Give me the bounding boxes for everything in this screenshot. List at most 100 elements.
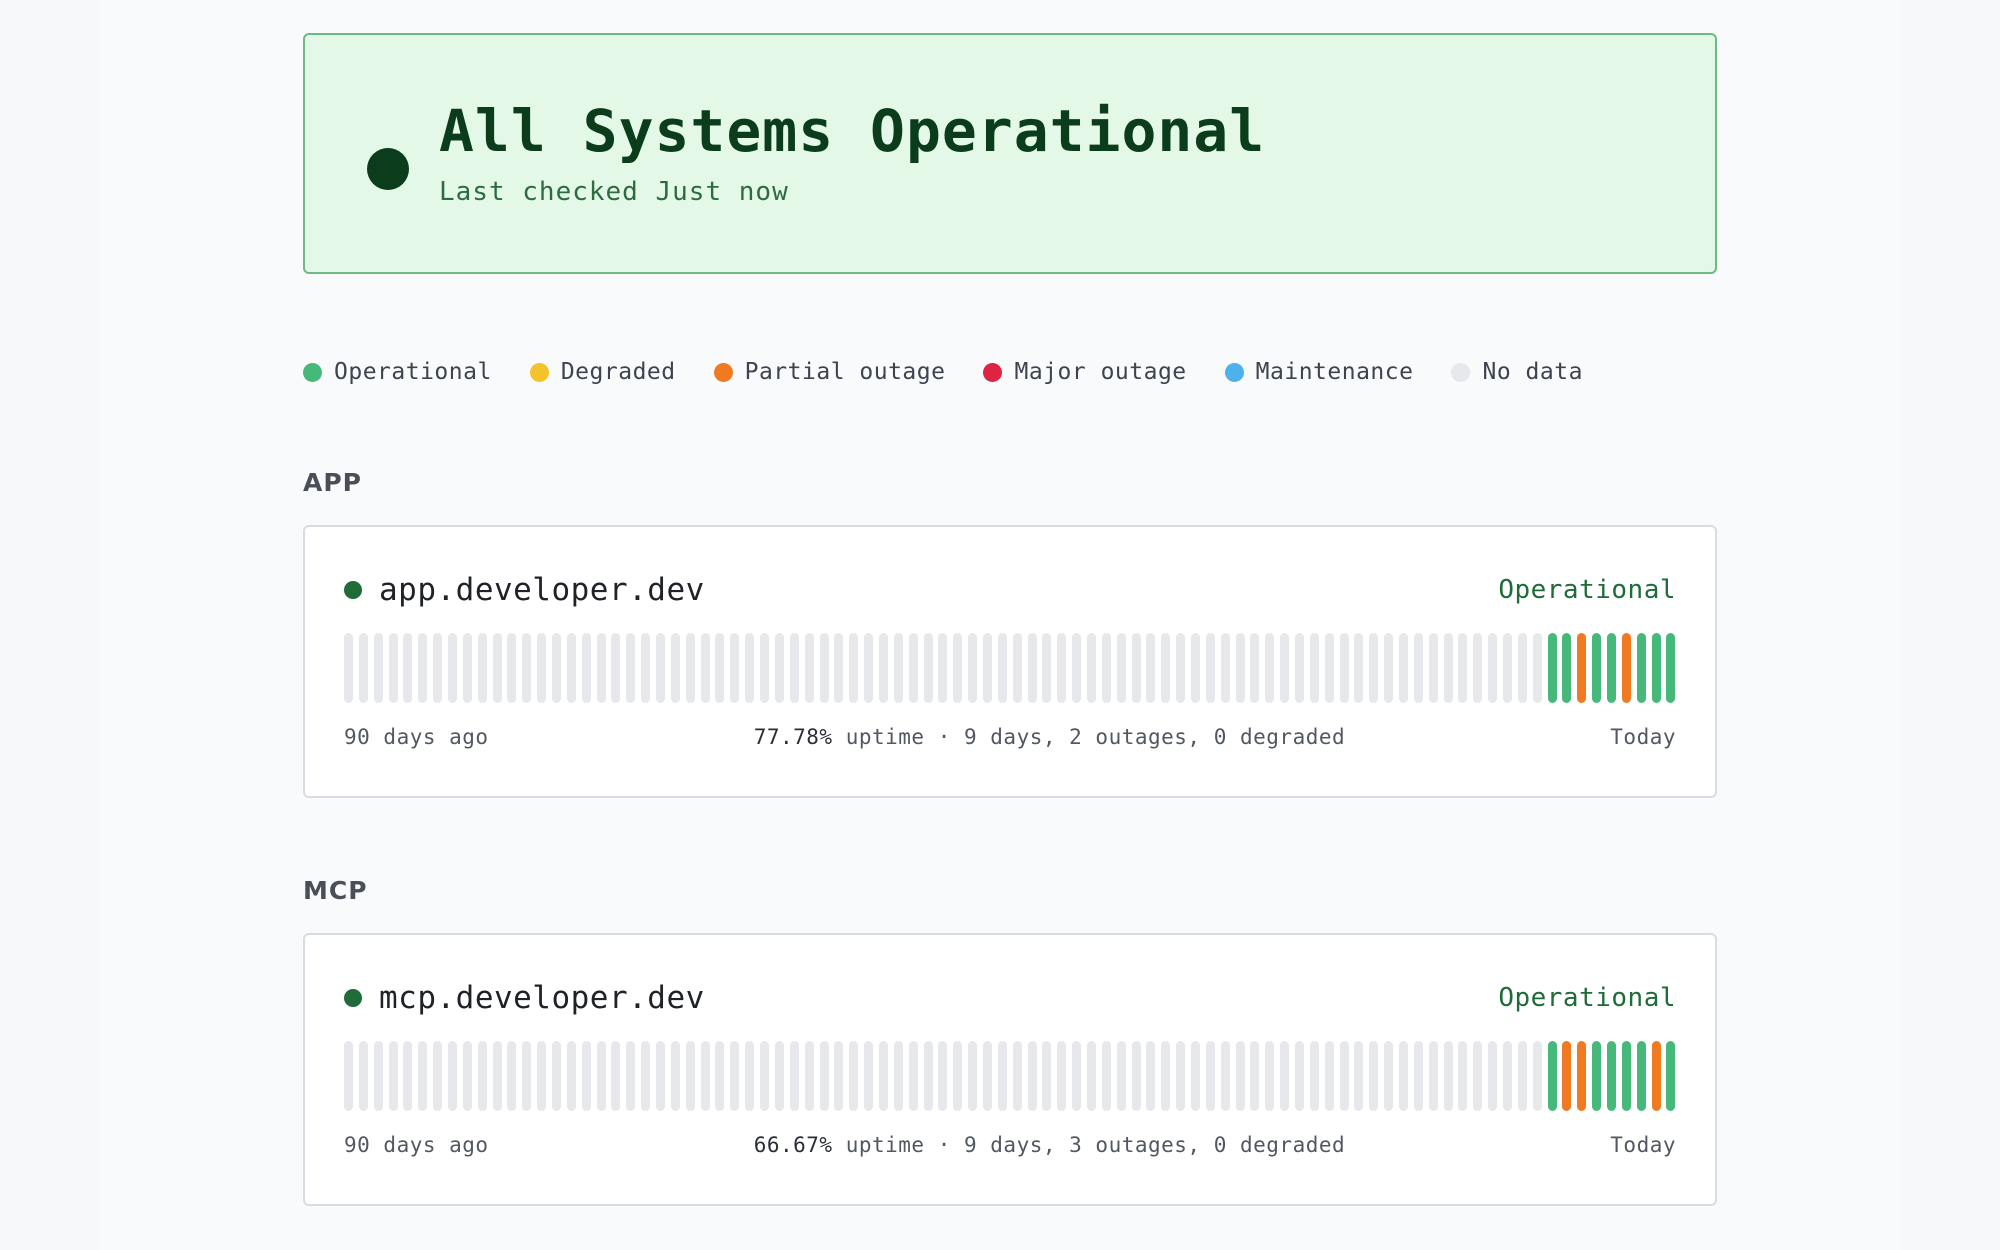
uptime-day-bar-partial[interactable] — [1621, 633, 1631, 703]
uptime-day-bar-nodata[interactable] — [804, 1041, 814, 1111]
uptime-day-bar-nodata[interactable] — [1473, 633, 1483, 703]
uptime-day-bar-nodata[interactable] — [1324, 633, 1334, 703]
uptime-day-bar-nodata[interactable] — [1339, 633, 1349, 703]
uptime-day-bar-nodata[interactable] — [344, 1041, 353, 1111]
uptime-day-bar-nodata[interactable] — [1220, 633, 1230, 703]
uptime-day-bar-nodata[interactable] — [1042, 633, 1052, 703]
uptime-day-bar-nodata[interactable] — [1280, 633, 1290, 703]
uptime-day-bar-nodata[interactable] — [760, 1041, 770, 1111]
uptime-day-bar-nodata[interactable] — [1488, 1041, 1498, 1111]
uptime-day-bar-nodata[interactable] — [1190, 633, 1200, 703]
uptime-day-bar-nodata[interactable] — [492, 1041, 502, 1111]
uptime-day-bar-nodata[interactable] — [1131, 633, 1141, 703]
uptime-day-bar-nodata[interactable] — [1012, 1041, 1022, 1111]
uptime-day-bar-nodata[interactable] — [433, 633, 443, 703]
uptime-day-bar-operational[interactable] — [1651, 633, 1661, 703]
uptime-day-bar-nodata[interactable] — [1205, 1041, 1215, 1111]
uptime-day-bar-nodata[interactable] — [1354, 1041, 1364, 1111]
uptime-day-bar-nodata[interactable] — [611, 1041, 621, 1111]
uptime-day-bar-nodata[interactable] — [537, 1041, 547, 1111]
uptime-day-bar-nodata[interactable] — [878, 633, 888, 703]
uptime-day-bar-nodata[interactable] — [1057, 633, 1067, 703]
uptime-day-bar-nodata[interactable] — [789, 1041, 799, 1111]
uptime-day-bar-nodata[interactable] — [507, 633, 517, 703]
uptime-day-bar-nodata[interactable] — [968, 1041, 978, 1111]
uptime-day-bar-nodata[interactable] — [1458, 633, 1468, 703]
uptime-day-bar-nodata[interactable] — [1384, 1041, 1394, 1111]
uptime-day-bar-nodata[interactable] — [1473, 1041, 1483, 1111]
uptime-day-bar-nodata[interactable] — [462, 1041, 472, 1111]
uptime-day-bar-nodata[interactable] — [1517, 633, 1527, 703]
uptime-day-bar-nodata[interactable] — [1027, 1041, 1037, 1111]
uptime-day-bar-nodata[interactable] — [1399, 633, 1409, 703]
uptime-day-bar-nodata[interactable] — [522, 1041, 532, 1111]
uptime-day-bar-nodata[interactable] — [745, 633, 755, 703]
uptime-day-bar-nodata[interactable] — [1399, 1041, 1409, 1111]
uptime-day-bar-nodata[interactable] — [1161, 1041, 1171, 1111]
uptime-day-bar-nodata[interactable] — [611, 633, 621, 703]
uptime-day-bar-operational[interactable] — [1607, 633, 1617, 703]
uptime-day-bar-nodata[interactable] — [1532, 633, 1542, 703]
uptime-day-bar-nodata[interactable] — [1042, 1041, 1052, 1111]
uptime-day-bar-partial[interactable] — [1651, 1041, 1661, 1111]
uptime-day-bar-nodata[interactable] — [670, 1041, 680, 1111]
uptime-day-bar-nodata[interactable] — [1354, 633, 1364, 703]
uptime-day-bar-nodata[interactable] — [403, 633, 413, 703]
uptime-day-bar-nodata[interactable] — [1176, 633, 1186, 703]
uptime-day-bar-nodata[interactable] — [864, 1041, 874, 1111]
uptime-day-bar-nodata[interactable] — [923, 1041, 933, 1111]
service-card-app[interactable]: app.developer.dev Operational 90 days ag… — [303, 525, 1717, 798]
uptime-day-bar-operational[interactable] — [1666, 633, 1676, 703]
uptime-day-bar-nodata[interactable] — [448, 633, 458, 703]
uptime-day-bar-nodata[interactable] — [893, 633, 903, 703]
uptime-day-bar-nodata[interactable] — [1116, 1041, 1126, 1111]
uptime-day-bar-nodata[interactable] — [1027, 633, 1037, 703]
uptime-day-bar-nodata[interactable] — [1413, 1041, 1423, 1111]
uptime-day-bar-nodata[interactable] — [1295, 1041, 1304, 1111]
uptime-day-bar-nodata[interactable] — [1265, 1041, 1275, 1111]
uptime-day-bar-nodata[interactable] — [1131, 1041, 1141, 1111]
uptime-day-bar-nodata[interactable] — [1339, 1041, 1349, 1111]
uptime-day-bar-nodata[interactable] — [789, 633, 799, 703]
uptime-day-bar-nodata[interactable] — [1205, 633, 1215, 703]
uptime-day-bar-operational[interactable] — [1636, 633, 1646, 703]
uptime-day-bar-nodata[interactable] — [1532, 1041, 1542, 1111]
uptime-day-bar-nodata[interactable] — [1443, 633, 1453, 703]
uptime-day-bar-nodata[interactable] — [596, 1041, 606, 1111]
uptime-day-bar-nodata[interactable] — [908, 1041, 918, 1111]
uptime-day-bar-nodata[interactable] — [552, 633, 562, 703]
uptime-day-bar-nodata[interactable] — [566, 633, 576, 703]
uptime-day-bar-nodata[interactable] — [1428, 633, 1438, 703]
uptime-day-bar-nodata[interactable] — [908, 633, 918, 703]
uptime-day-bar-nodata[interactable] — [388, 633, 398, 703]
uptime-day-bar-operational[interactable] — [1607, 1041, 1617, 1111]
uptime-day-bar-nodata[interactable] — [1265, 633, 1275, 703]
uptime-day-bar-operational[interactable] — [1547, 1041, 1557, 1111]
uptime-day-bar-nodata[interactable] — [953, 633, 963, 703]
uptime-day-bar-nodata[interactable] — [745, 1041, 755, 1111]
uptime-day-bar-nodata[interactable] — [700, 1041, 710, 1111]
uptime-day-bar-partial[interactable] — [1577, 1041, 1587, 1111]
uptime-day-bar-nodata[interactable] — [878, 1041, 888, 1111]
uptime-day-bar-nodata[interactable] — [1072, 633, 1082, 703]
uptime-day-bar-nodata[interactable] — [373, 1041, 383, 1111]
uptime-day-bar-nodata[interactable] — [834, 1041, 844, 1111]
uptime-day-bar-nodata[interactable] — [1324, 1041, 1334, 1111]
uptime-day-bar-nodata[interactable] — [1250, 1041, 1260, 1111]
uptime-day-bar-operational[interactable] — [1592, 1041, 1602, 1111]
uptime-day-bar-nodata[interactable] — [656, 1041, 666, 1111]
uptime-day-bar-nodata[interactable] — [834, 633, 844, 703]
uptime-day-bar-nodata[interactable] — [492, 633, 502, 703]
uptime-day-bar-nodata[interactable] — [1443, 1041, 1453, 1111]
uptime-day-bar-nodata[interactable] — [388, 1041, 398, 1111]
uptime-day-bar-nodata[interactable] — [433, 1041, 443, 1111]
uptime-day-bar-nodata[interactable] — [403, 1041, 413, 1111]
uptime-day-bar-operational[interactable] — [1636, 1041, 1646, 1111]
uptime-day-bar-nodata[interactable] — [1295, 633, 1304, 703]
uptime-day-bar-operational[interactable] — [1547, 633, 1557, 703]
uptime-day-bar-nodata[interactable] — [670, 633, 680, 703]
uptime-day-bar-nodata[interactable] — [982, 633, 992, 703]
uptime-day-bar-nodata[interactable] — [1369, 1041, 1379, 1111]
uptime-day-bar-nodata[interactable] — [477, 1041, 487, 1111]
uptime-day-bar-nodata[interactable] — [1072, 1041, 1082, 1111]
